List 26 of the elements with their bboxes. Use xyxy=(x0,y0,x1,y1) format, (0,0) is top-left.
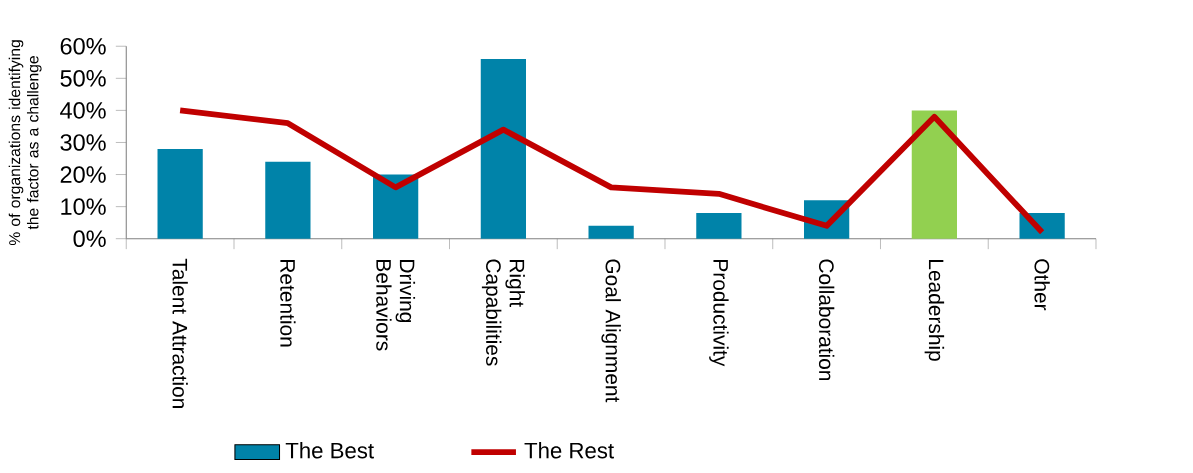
x-tick-label: Leadership xyxy=(924,260,945,362)
y-tick-label: 40% xyxy=(60,102,106,119)
bar xyxy=(480,59,527,239)
y-tick-label: 50% xyxy=(60,70,106,87)
bar xyxy=(696,213,742,239)
x-tick-label: Driving Behaviors xyxy=(376,260,416,351)
x-tick-label: Other xyxy=(1034,259,1050,311)
y-tick-label: 60% xyxy=(60,38,106,55)
x-tick-label: Talent Attraction xyxy=(172,259,188,409)
bar xyxy=(911,110,957,239)
legend-label: The Best xyxy=(285,442,374,459)
bar xyxy=(373,174,419,239)
x-tick-label: Right Capabilities xyxy=(481,259,525,366)
bar xyxy=(588,226,634,239)
y-tick-label: 0% xyxy=(73,230,106,248)
legend-label: The Rest xyxy=(524,442,614,459)
bar xyxy=(157,149,203,239)
y-axis-title: % of organizations identifying the factor as a challenge xyxy=(8,40,42,246)
x-tick-label: Retention xyxy=(280,260,296,347)
x-tick-label: Productivity xyxy=(709,260,729,367)
x-tick-label: Goal Alignment xyxy=(601,259,621,403)
x-tick-label: Collaboration xyxy=(818,259,835,381)
y-tick-label: 20% xyxy=(60,166,106,184)
y-tick-label: 10% xyxy=(61,198,106,216)
bar xyxy=(265,161,311,239)
y-tick-label: 30% xyxy=(60,134,106,152)
